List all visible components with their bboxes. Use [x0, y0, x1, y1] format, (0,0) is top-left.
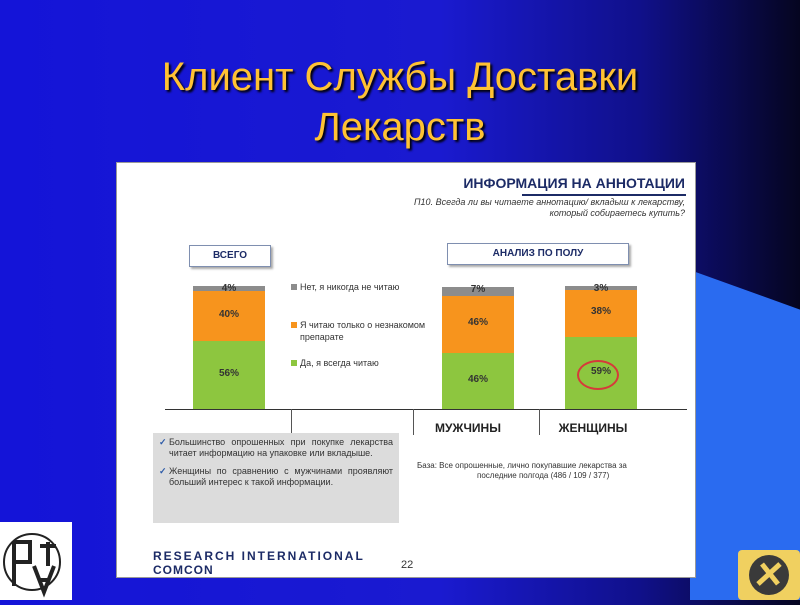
total-group-label: ВСЕГО — [189, 245, 271, 267]
data-label: 3% — [593, 283, 609, 294]
sample-base: База: Все опрошенные, лично покупавшие л… — [417, 461, 669, 481]
note-text: Женщины по сравнению с мужчинами проявля… — [169, 466, 393, 487]
check-icon: ✓ — [159, 437, 167, 447]
legend-label: Нет, я никогда не читаю — [300, 282, 400, 292]
org-logo — [0, 522, 72, 600]
background-wedge — [690, 270, 800, 600]
data-label: 7% — [470, 284, 486, 296]
legend-swatch — [291, 322, 297, 328]
notes-box: ✓ Большинство опрошенных при покупке лек… — [153, 433, 399, 523]
data-label: 56% — [218, 368, 239, 380]
bar-segment — [442, 351, 514, 410]
bar-segment — [565, 285, 637, 290]
survey-question: П10. Всегда ли вы читаете аннотацию/ вкл… — [377, 197, 685, 219]
data-label: 38% — [590, 306, 611, 318]
check-icon: ✓ — [159, 466, 167, 476]
chart-panel: ИНФОРМАЦИЯ НА АННОТАЦИИ П10. Всегда ли в… — [116, 162, 696, 578]
legend-label: Я читаю только о незнакомом препарате — [300, 320, 426, 342]
sample-base-line2: последние полгода (486 / 109 / 377) — [477, 471, 610, 480]
data-label: 46% — [467, 317, 488, 329]
axis-divider — [539, 409, 540, 435]
brand-line1: RESEARCH INTERNATIONAL — [153, 549, 365, 563]
note-text: Большинство опрошенных при покупке лекар… — [169, 437, 393, 458]
brand-logo: RESEARCH INTERNATIONAL COMCON — [153, 549, 365, 577]
legend-swatch — [291, 360, 297, 366]
bar-segment — [442, 294, 514, 353]
sample-base-line1: База: Все опрошенные, лично покупавшие л… — [417, 461, 627, 470]
category-label: ЖЕНЩИНЫ — [558, 421, 628, 435]
bar-segment — [442, 286, 514, 296]
highlight-circle — [577, 360, 619, 390]
gender-group-label: АНАЛИЗ ПО ПОЛУ — [447, 243, 629, 265]
legend-label: Да, я всегда читаю — [300, 358, 379, 368]
bar-segment — [193, 289, 265, 341]
panel-title: ИНФОРМАЦИЯ НА АННОТАЦИИ — [463, 175, 685, 191]
slide-title: Клиент Службы Доставки Лекарств — [0, 52, 800, 152]
survey-question-line2: который собираетесь купить? — [549, 208, 685, 218]
bar-segment — [193, 285, 265, 291]
data-label: 46% — [467, 374, 488, 386]
survey-question-line1: П10. Всегда ли вы читаете аннотацию/ вкл… — [414, 197, 685, 207]
panel-title-rule — [522, 194, 686, 196]
data-label: 40% — [218, 308, 239, 320]
page-number: 22 — [401, 559, 414, 571]
legend-swatch — [291, 284, 297, 290]
note-item: ✓ Большинство опрошенных при покупке лек… — [159, 437, 393, 459]
bar-segment — [193, 339, 265, 410]
note-item: ✓ Женщины по сравнению с мужчинами прояв… — [159, 466, 393, 488]
x-axis — [165, 409, 687, 410]
axis-divider — [413, 409, 414, 435]
slide-title-line2: Лекарств — [314, 105, 486, 149]
category-label: МУЖЧИНЫ — [435, 421, 501, 435]
slide-title-line1: Клиент Службы Доставки — [161, 55, 639, 99]
brand-line2: COMCON — [153, 563, 214, 577]
data-label: 4% — [221, 283, 237, 294]
nav-logo-icon[interactable] — [738, 550, 800, 600]
axis-divider — [291, 409, 292, 435]
watermark-text: Shared — [608, 540, 679, 565]
